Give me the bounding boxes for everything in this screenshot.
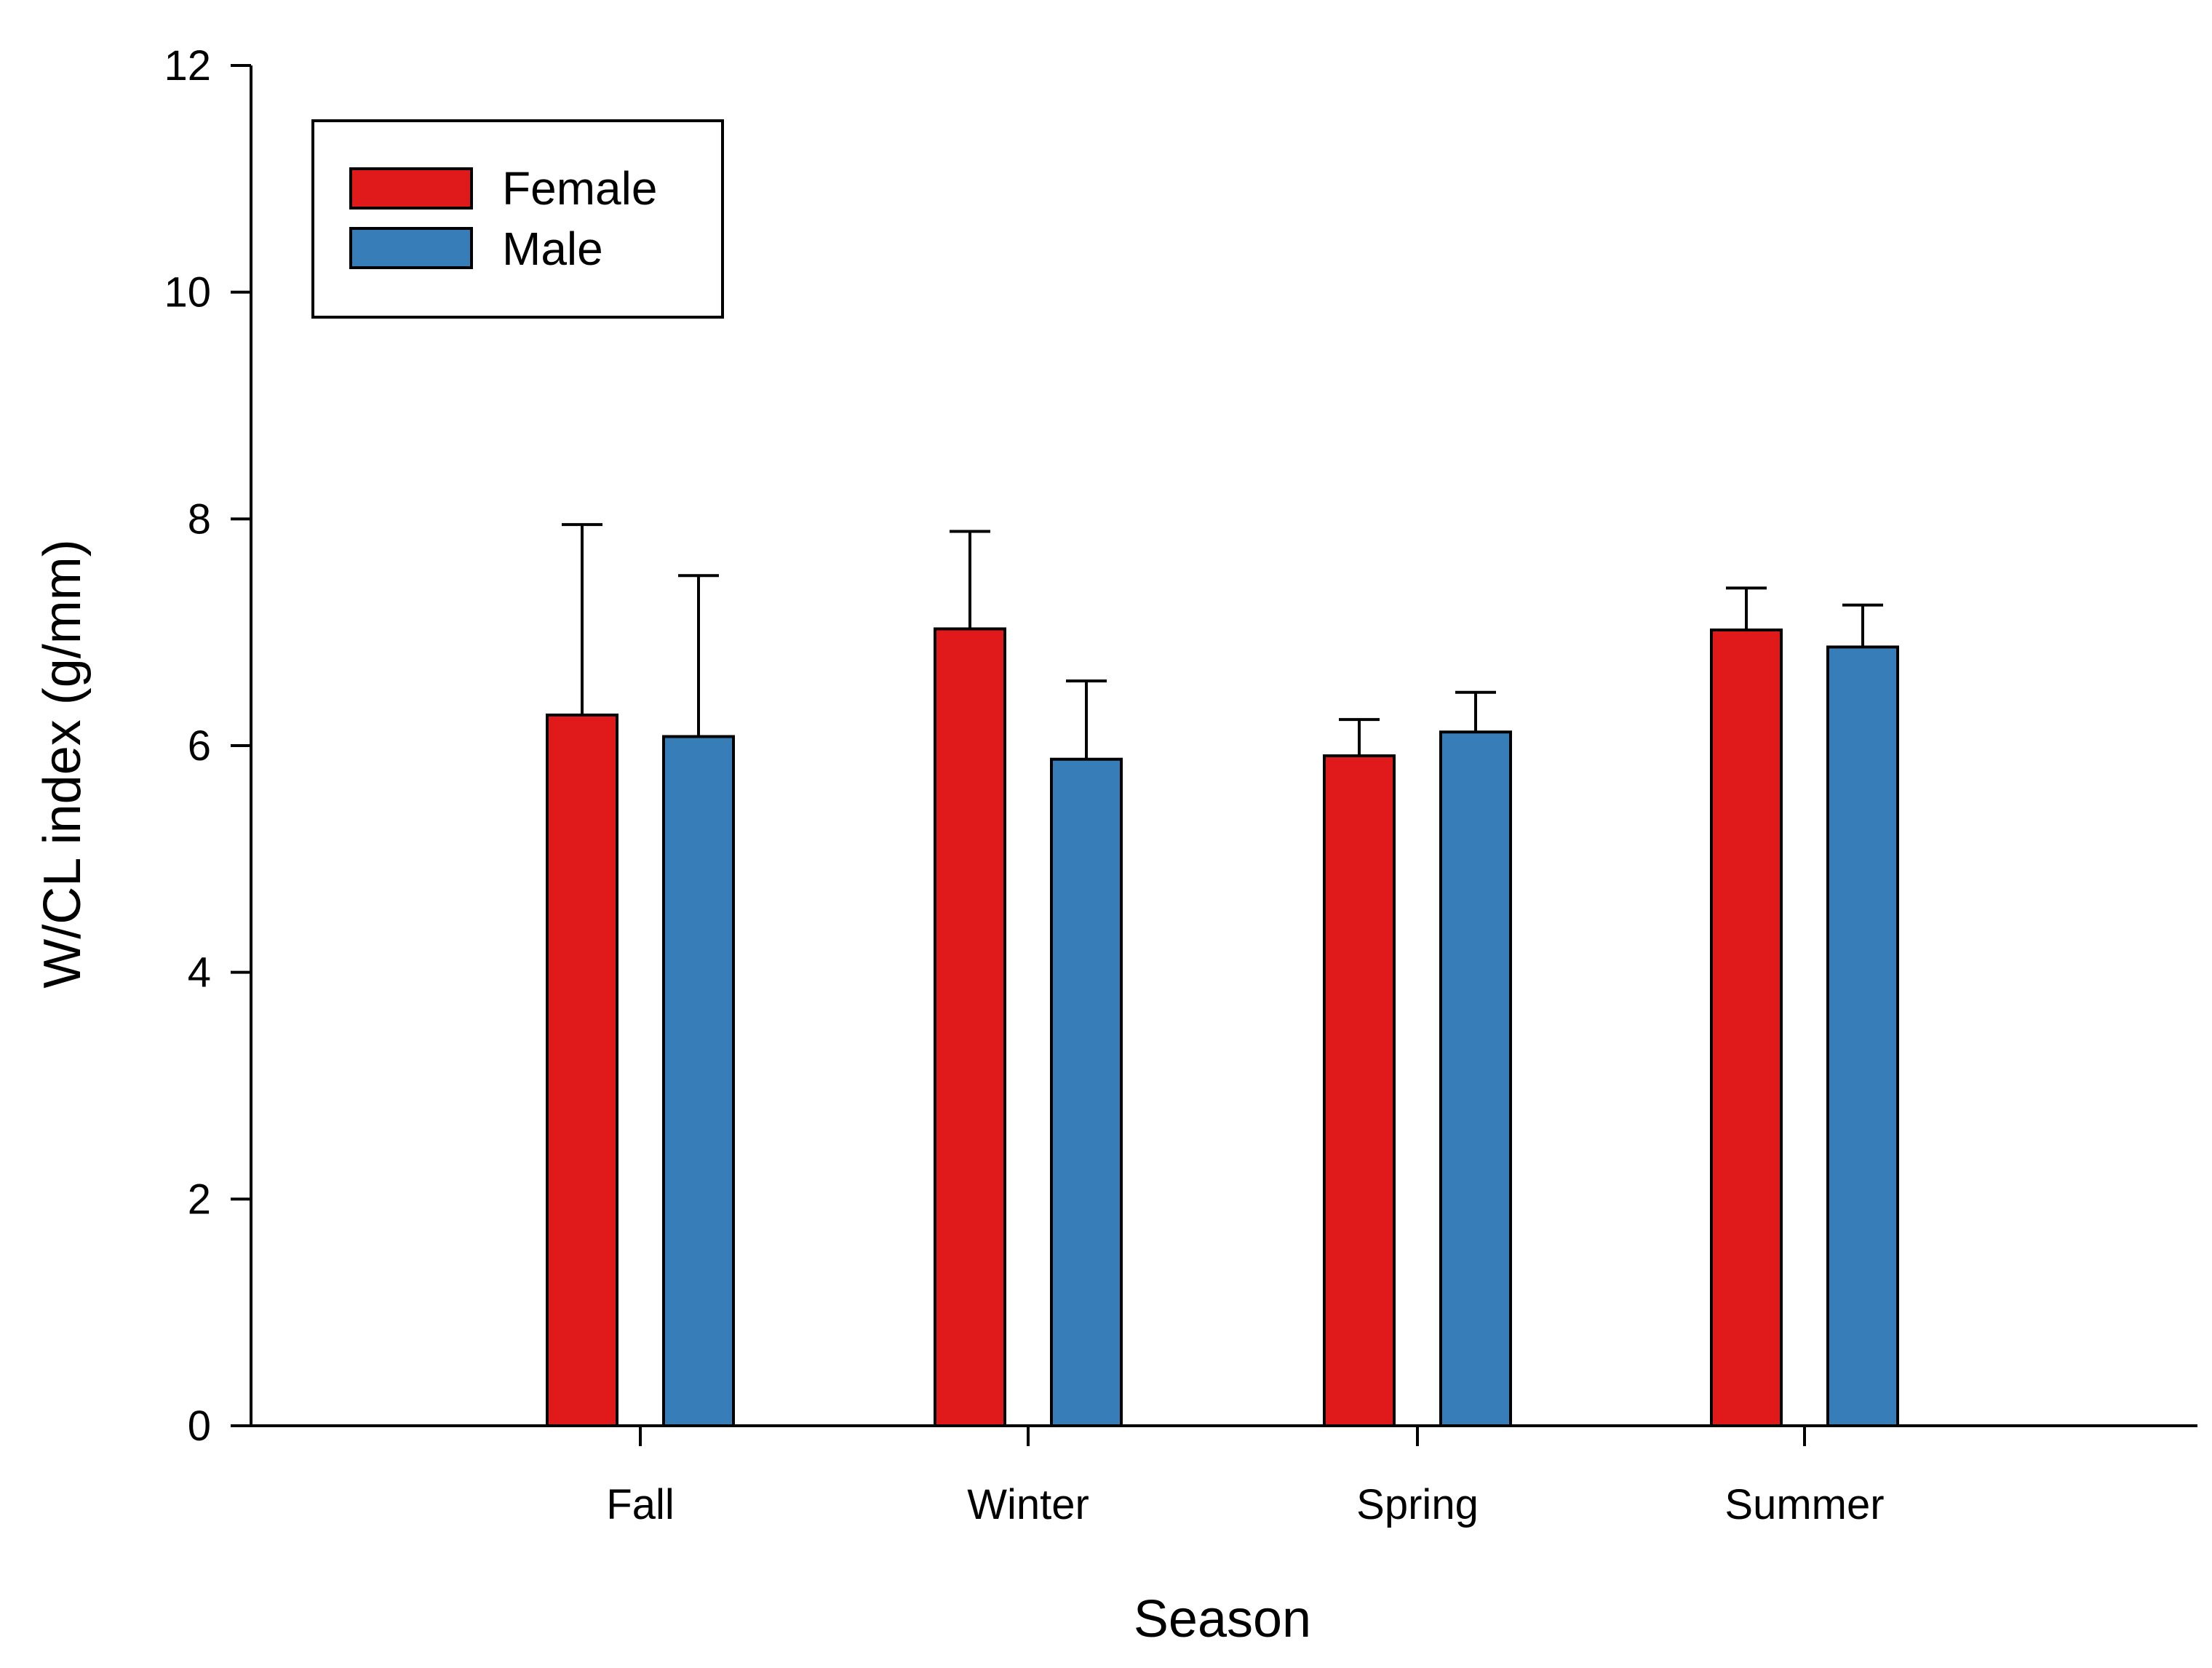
bar-winter-female xyxy=(934,627,1006,1427)
y-tick-label-2: 2 xyxy=(188,1176,211,1223)
legend: Female Male xyxy=(311,119,724,319)
y-tick-label-12: 12 xyxy=(164,42,211,89)
y-tick-label-6: 6 xyxy=(188,722,211,770)
legend-label-female: Female xyxy=(502,162,657,215)
x-tick-label-spring: Spring xyxy=(1356,1481,1479,1528)
legend-swatch-female xyxy=(349,167,473,210)
legend-box xyxy=(311,119,724,319)
bar-spring-female xyxy=(1323,754,1396,1427)
axes-layer: 0 2 4 6 8 10 12 Fall Winter Spring Summer xyxy=(164,42,2197,1528)
legend-swatch-male xyxy=(349,227,473,269)
bar-summer-male xyxy=(1826,645,1899,1427)
y-tick-label-0: 0 xyxy=(188,1402,211,1450)
x-tick-label-fall: Fall xyxy=(606,1481,674,1528)
y-tick-label-10: 10 xyxy=(164,269,211,316)
bar-fall-male xyxy=(662,735,735,1427)
bar-winter-male xyxy=(1050,757,1123,1427)
x-tick-label-summer: Summer xyxy=(1724,1481,1884,1528)
labels-layer: Season W/CL index (g/mm) xyxy=(33,539,1311,1648)
x-tick-label-winter: Winter xyxy=(967,1481,1089,1528)
legend-label-male: Male xyxy=(502,223,603,275)
bar-fall-female xyxy=(546,713,618,1427)
bar-spring-male xyxy=(1439,730,1512,1427)
y-tick-label-4: 4 xyxy=(188,949,211,997)
y-axis-title: W/CL index (g/mm) xyxy=(33,539,92,988)
x-axis-title: Season xyxy=(1134,1590,1311,1648)
y-tick-label-8: 8 xyxy=(188,495,211,543)
bar-summer-female xyxy=(1710,629,1783,1427)
bars-layer xyxy=(546,523,1899,1427)
